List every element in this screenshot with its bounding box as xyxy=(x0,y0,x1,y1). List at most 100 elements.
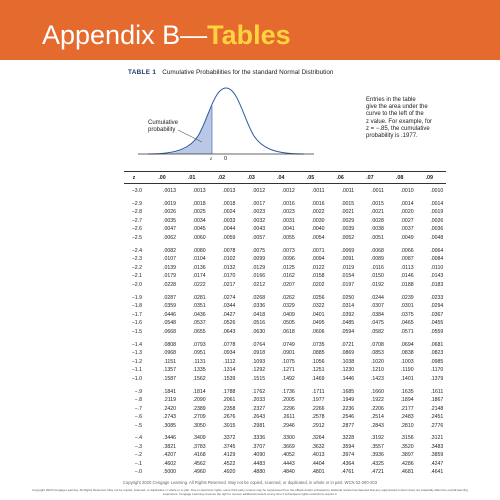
table-cell: .0030 xyxy=(311,217,325,224)
table-cell: .0051 xyxy=(370,234,384,241)
table-cell: .0250 xyxy=(341,294,355,301)
table-cell: .0038 xyxy=(370,226,384,233)
table-cell: .0643 xyxy=(222,328,236,335)
table-cell: .3936 xyxy=(370,452,384,459)
table-cell: .2148 xyxy=(430,405,444,412)
table-cell: .0367 xyxy=(430,311,444,318)
row-z-value: −.0 xyxy=(134,469,142,476)
note-line: probability is .1977. xyxy=(366,133,418,140)
table-cell: .0016 xyxy=(311,200,325,207)
table-cell: .2611 xyxy=(282,414,295,420)
table-cell: .0060 xyxy=(192,234,206,241)
table-cell: .1210 xyxy=(370,367,384,374)
table-cell: .0037 xyxy=(400,226,414,233)
table-cell: .2090 xyxy=(192,397,206,403)
table-cell: .1894 xyxy=(400,397,414,403)
table-cell: .0174 xyxy=(192,273,206,280)
table-cell: .0606 xyxy=(311,328,325,335)
table-cell: .3336 xyxy=(252,435,266,442)
table-cell: .2033 xyxy=(252,397,266,403)
table-cell: .0018 xyxy=(192,200,206,207)
row-z-value: −1.0 xyxy=(131,375,142,382)
table-cell: .0015 xyxy=(370,200,384,207)
table-cell: .0162 xyxy=(281,273,295,280)
table-cell: .0089 xyxy=(370,256,384,263)
table-cell: .0087 xyxy=(400,256,414,263)
row-z-value: −.6 xyxy=(134,414,142,420)
table-cell: .2877 xyxy=(341,422,355,429)
table-cell: .2546 xyxy=(341,414,355,420)
table-cell: .0721 xyxy=(341,341,355,348)
table-cell: .3228 xyxy=(341,435,355,442)
table-cell: .0055 xyxy=(281,234,295,241)
table-cell: .3085 xyxy=(163,422,176,429)
table-cell: .0823 xyxy=(430,350,444,357)
table-cell: .0099 xyxy=(252,256,266,263)
table-cell: .0281 xyxy=(192,294,206,301)
table-cell: .0375 xyxy=(400,311,414,318)
table-cell: .0516 xyxy=(252,320,266,327)
table-cell: .1112 xyxy=(223,358,236,365)
row-z-value: −1.3 xyxy=(131,350,142,357)
table-cell: .4325 xyxy=(370,460,384,467)
table-cell: .1335 xyxy=(192,367,206,374)
table-cell: .5000 xyxy=(163,469,176,476)
table-cell: .0031 xyxy=(281,217,295,224)
title-part-appendix: Appendix B— xyxy=(42,20,208,50)
table-cell: .4483 xyxy=(252,460,266,467)
table-cell: .0217 xyxy=(222,281,236,288)
table-cell: .0084 xyxy=(430,256,444,263)
table-cell: .0057 xyxy=(252,234,266,241)
table-cell: .2643 xyxy=(252,414,266,420)
note-line: curve to the left of the xyxy=(366,111,424,118)
table-cell: .0018 xyxy=(222,200,236,207)
table-cell: .0066 xyxy=(400,247,414,254)
table-cell: .0212 xyxy=(252,281,266,288)
normal-curve xyxy=(147,87,305,155)
table-cell: .2206 xyxy=(370,405,384,412)
table-cell: .3859 xyxy=(430,452,444,459)
row-z-value: −1.9 xyxy=(131,294,142,301)
cumulative-label-2: probability xyxy=(148,127,175,133)
table-cell: .2358 xyxy=(222,405,236,412)
table-cell: .2676 xyxy=(222,414,236,420)
table-cell: .0013 xyxy=(163,188,176,194)
table-cell: .0618 xyxy=(281,328,295,335)
table-cell: .0166 xyxy=(252,273,266,280)
table-cell: .0019 xyxy=(163,200,176,207)
row-z-value: −1.4 xyxy=(131,341,142,348)
column-header: .00 xyxy=(158,175,166,181)
table-cell: .0359 xyxy=(163,303,176,310)
table-cell: .2483 xyxy=(400,414,414,420)
table-cell: .1515 xyxy=(252,375,266,382)
table-cell: .4207 xyxy=(163,452,176,459)
table-cell: .3897 xyxy=(400,452,414,459)
table-cell: .2743 xyxy=(163,414,176,420)
column-header: .04 xyxy=(277,175,285,181)
table-cell: .1977 xyxy=(311,397,325,403)
table-cell: .0294 xyxy=(430,303,444,310)
table-cell: .0080 xyxy=(192,247,206,254)
table-cell: .0778 xyxy=(222,341,236,348)
table-cell: .0096 xyxy=(281,256,295,263)
table-cell: .0025 xyxy=(192,209,206,216)
table-cell: .0222 xyxy=(192,281,206,288)
table-cell: .0256 xyxy=(311,294,325,301)
table-cell: .0035 xyxy=(163,217,176,224)
table-cell: .3050 xyxy=(192,422,206,429)
table-cell: .0262 xyxy=(281,294,295,301)
table-cell: .0465 xyxy=(400,320,414,327)
table-cell: .0207 xyxy=(281,281,295,288)
table-cell: .4880 xyxy=(252,469,266,476)
table-cell: .0418 xyxy=(252,311,266,318)
table-cell: .4721 xyxy=(370,469,384,476)
table-cell: .2514 xyxy=(370,414,384,420)
cumulative-pointer xyxy=(177,129,203,143)
table-cell: .1075 xyxy=(281,358,295,365)
table-cell: .0233 xyxy=(430,294,444,301)
table-cell: .0011 xyxy=(341,188,355,194)
table-cell: .0446 xyxy=(163,311,176,318)
table-cell: .2389 xyxy=(192,405,206,412)
row-z-value: −2.8 xyxy=(131,209,142,216)
z-axis-label: z xyxy=(209,156,213,160)
